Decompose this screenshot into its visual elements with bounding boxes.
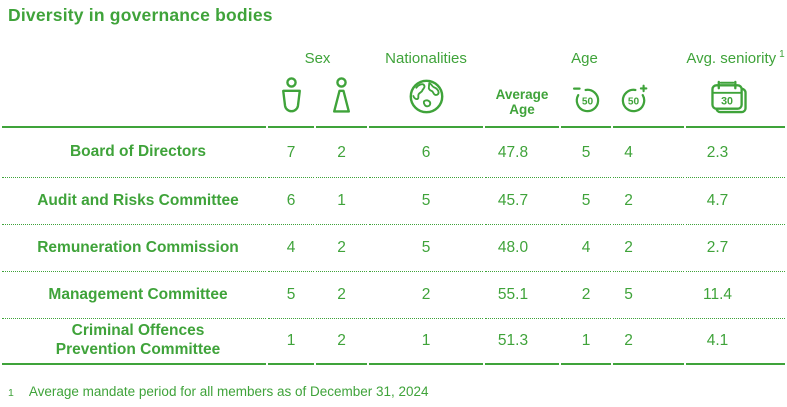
male-icon	[281, 77, 301, 113]
group-header-row: Sex Nationalities Age Avg. seniority 1	[2, 46, 785, 70]
value-cell: 2	[316, 225, 368, 272]
value-cell: 4	[268, 225, 314, 272]
value-cell: 2	[316, 319, 368, 365]
diversity-table: Sex Nationalities Age Avg. seniority 1	[0, 46, 787, 365]
group-seniority-header: Avg. seniority 1	[686, 46, 785, 70]
value-cell: 2	[316, 272, 368, 319]
value-cell: 51.3	[485, 319, 560, 365]
footnote: 1 Average mandate period for all members…	[8, 384, 787, 399]
value-cell: 2	[613, 178, 685, 225]
value-cell: 5	[268, 272, 314, 319]
row-label: Criminal Offences Prevention Committee	[2, 319, 266, 365]
plus-sign	[639, 84, 648, 93]
value-cell: 47.8	[485, 128, 560, 178]
value-cell: 2.3	[686, 128, 786, 178]
footnote-text: Average mandate period for all members a…	[28, 384, 429, 399]
value-cell: 5	[613, 272, 685, 319]
value-cell: 11.4	[686, 272, 786, 319]
value-cell: 45.7	[485, 178, 560, 225]
empty-icon-cell	[2, 70, 266, 128]
value-cell: 2	[369, 272, 484, 319]
value-cell: 6	[268, 178, 314, 225]
footnote-reference: 1	[779, 49, 785, 60]
value-cell: 5	[369, 178, 484, 225]
table-row: Criminal Offences Prevention Committee 1…	[2, 319, 786, 365]
empty-corner-cell	[2, 46, 266, 70]
row-label: Remuneration Commission	[2, 225, 266, 272]
globe-icon	[409, 79, 443, 114]
group-age-header: Age	[571, 50, 598, 67]
value-cell: 1	[369, 319, 484, 365]
over-50-number: 50	[628, 97, 640, 108]
under-50-icon: 50	[572, 87, 599, 113]
value-cell: 5	[369, 225, 484, 272]
table-row: Remuneration Commission 4 2 5 48.0 4 2 2…	[2, 225, 786, 272]
row-label: Board of Directors	[2, 128, 266, 178]
average-age-header: Average Age	[495, 86, 549, 117]
calendar-number: 30	[721, 96, 733, 108]
footnote-marker: 1	[8, 387, 14, 399]
row-label: Audit and Risks Committee	[2, 178, 266, 225]
value-cell: 1	[268, 319, 314, 365]
group-sex-header: Sex	[304, 50, 331, 67]
value-cell: 5	[561, 178, 612, 225]
under-50-number: 50	[581, 97, 593, 108]
value-cell: 7	[268, 128, 314, 178]
icon-header-row: Average Age 50 50	[2, 70, 786, 128]
page-title: Diversity in governance bodies	[8, 5, 273, 25]
value-cell: 4.7	[686, 178, 786, 225]
value-cell: 6	[369, 128, 484, 178]
table-row: Management Committee 5 2 2 55.1 2 5 11.4	[2, 272, 786, 319]
value-cell: 5	[561, 128, 612, 178]
group-nationalities-header: Nationalities	[385, 50, 467, 67]
value-cell: 2	[316, 128, 368, 178]
value-cell: 2.7	[686, 225, 786, 272]
value-cell: 4.1	[686, 319, 786, 365]
value-cell: 55.1	[485, 272, 560, 319]
value-cell: 1	[316, 178, 368, 225]
value-cell: 4	[561, 225, 612, 272]
value-cell: 1	[561, 319, 612, 365]
row-label: Management Committee	[2, 272, 266, 319]
table-row: Audit and Risks Committee 6 1 5 45.7 5 2…	[2, 178, 786, 225]
value-cell: 2	[613, 319, 685, 365]
value-cell: 2	[613, 225, 685, 272]
value-cell: 48.0	[485, 225, 560, 272]
over-50-icon: 50	[621, 84, 648, 113]
female-icon	[332, 77, 351, 113]
value-cell: 4	[613, 128, 685, 178]
group-seniority-label: Avg. seniority	[686, 50, 777, 67]
table-row: Board of Directors 7 2 6 47.8 5 4 2.3	[2, 128, 786, 178]
value-cell: 2	[561, 272, 612, 319]
calendar-icon: 30	[710, 80, 747, 114]
